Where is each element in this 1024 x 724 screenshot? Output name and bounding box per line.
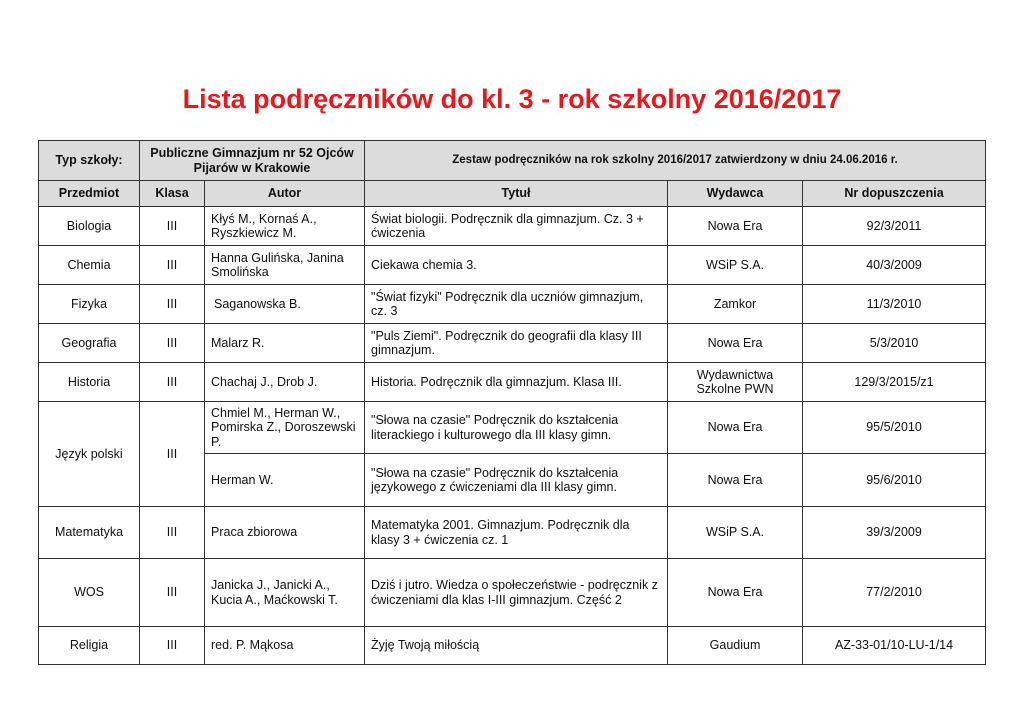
publisher-cell: Nowa Era	[667, 323, 804, 363]
number-cell: AZ-33-01/10-LU-1/14	[802, 626, 987, 665]
class-cell: III	[139, 506, 205, 559]
title-cell: "Puls Ziemi". Podręcznik do geografii dl…	[364, 323, 669, 363]
publisher-cell: Nowa Era	[667, 206, 804, 246]
school-header-row: Typ szkoły: Publiczne Gimnazjum nr 52 Oj…	[38, 140, 987, 181]
class-cell: III	[139, 206, 205, 246]
textbook-table: Typ szkoły: Publiczne Gimnazjum nr 52 Oj…	[38, 140, 987, 665]
school-name: Publiczne Gimnazjum nr 52 Ojców Pijarów …	[138, 140, 366, 181]
publisher-cell: Zamkor	[667, 284, 804, 324]
author-cell: Praca zbiorowa	[203, 506, 366, 559]
title-cell: Dziś i jutro. Wiedza o społeczeństwie - …	[364, 558, 669, 627]
title-cell: Świat biologii. Podręcznik dla gimnazjum…	[364, 206, 669, 246]
table-row: Fizyka III Saganowska B. "Świat fizyki" Pod…	[38, 284, 987, 324]
class-cell: III	[139, 323, 205, 363]
class-cell: III	[139, 401, 205, 507]
title-cell: Ciekawa chemia 3.	[364, 245, 669, 285]
author-cell: Kłyś M., Kornaś A., Ryszkiewicz M.	[203, 206, 366, 246]
table-row: Religia III red. P. Mąkosa Żyję Twoją miłoś…	[38, 626, 987, 665]
number-cell: 40/3/2009	[802, 245, 987, 285]
author-cell: Saganowska B.	[203, 284, 366, 324]
class-cell: III	[139, 284, 205, 324]
class-cell: III	[139, 626, 205, 665]
title-cell: "Słowa na czasie" Podręcznik do kształce…	[364, 401, 669, 454]
title-cell: Historia. Podręcznik dla gimnazjum. Klas…	[364, 362, 669, 402]
number-cell: 92/3/2011	[802, 206, 987, 246]
number-cell: 95/5/2010	[802, 401, 987, 454]
subject-cell: WOS	[38, 558, 140, 627]
table-row: Chemia III Hanna Gulińska, Janina Smolińsk…	[38, 245, 987, 285]
table-row: WOS III Janicka J., Janicki A., Kucia A., …	[38, 558, 987, 627]
number-cell: 5/3/2010	[802, 323, 987, 363]
author-cell: Chmiel M., Herman W., Pomirska Z., Doros…	[203, 401, 366, 454]
author-cell: Chachaj J., Drob J.	[203, 362, 366, 402]
table-row: Biologia III Kłyś M., Kornaś A., Ryszkiewi…	[38, 206, 987, 246]
class-cell: III	[139, 362, 205, 402]
title-cell: Matematyka 2001. Gimnazjum. Podręcznik d…	[364, 506, 669, 559]
header-author: Autor	[203, 180, 366, 207]
subject-cell: Język polski	[38, 401, 140, 507]
table-row: Historia III Chachaj J., Drob J. Historia. …	[38, 362, 987, 402]
subject-cell: Matematyka	[38, 506, 140, 559]
publisher-cell: Gaudium	[667, 626, 804, 665]
publisher-cell: WSiP S.A.	[667, 506, 804, 559]
page-title: Lista podręczników do kl. 3 - rok szkoln…	[182, 84, 842, 114]
subject-cell: Religia	[38, 626, 140, 665]
publisher-cell: WSiP S.A.	[667, 245, 804, 285]
subject-cell: Fizyka	[38, 284, 140, 324]
author-cell: red. P. Mąkosa	[203, 626, 366, 665]
number-cell: 129/3/2015/z1	[802, 362, 987, 402]
subject-cell: Geografia	[38, 323, 140, 363]
table-row: Matematyka III Praca zbiorowa Matematyka 20…	[38, 506, 987, 559]
title-cell: "Świat fizyki" Podręcznik dla uczniów gi…	[364, 284, 669, 324]
subject-cell: Biologia	[38, 206, 140, 246]
number-cell: 77/2/2010	[802, 558, 987, 627]
author-cell: Malarz R.	[203, 323, 366, 363]
subject-cell: Chemia	[38, 245, 140, 285]
number-cell: 11/3/2010	[802, 284, 987, 324]
number-cell: 95/6/2010	[802, 453, 987, 507]
author-cell: Herman W.	[203, 453, 366, 507]
table-row: Język polski III Chmiel M., Herman W., Pom…	[38, 401, 987, 507]
header-class: Klasa	[139, 180, 205, 207]
approval-note: Zestaw podręczników na rok szkolny 2016/…	[364, 140, 987, 181]
class-cell: III	[139, 558, 205, 627]
author-cell: Janicka J., Janicki A., Kucia A., Maćkow…	[203, 558, 366, 627]
author-cell: Hanna Gulińska, Janina Smolińska	[203, 245, 366, 285]
column-header-row: Przedmiot Klasa Autor Tytuł Wydawca Nr d…	[38, 180, 987, 207]
header-subject: Przedmiot	[38, 180, 140, 207]
school-type-label: Typ szkoły:	[38, 140, 140, 181]
publisher-cell: Nowa Era	[667, 401, 804, 454]
publisher-cell: Wydawnictwa Szkolne PWN	[667, 362, 804, 402]
header-number: Nr dopuszczenia	[802, 180, 987, 207]
subject-cell: Historia	[38, 362, 140, 402]
title-cell: "Słowa na czasie" Podręcznik do kształce…	[364, 453, 669, 507]
table-row: Herman W. "Słowa na czasie" Podręcznik do…	[39, 453, 987, 507]
publisher-cell: Nowa Era	[667, 453, 804, 507]
class-cell: III	[139, 245, 205, 285]
title-cell: Żyję Twoją miłością	[364, 626, 669, 665]
table-row: Geografia III Malarz R. "Puls Ziemi". Podrę…	[38, 323, 987, 363]
header-publisher: Wydawca	[667, 180, 804, 207]
publisher-cell: Nowa Era	[667, 558, 804, 627]
header-title: Tytuł	[364, 180, 669, 207]
number-cell: 39/3/2009	[802, 506, 987, 559]
